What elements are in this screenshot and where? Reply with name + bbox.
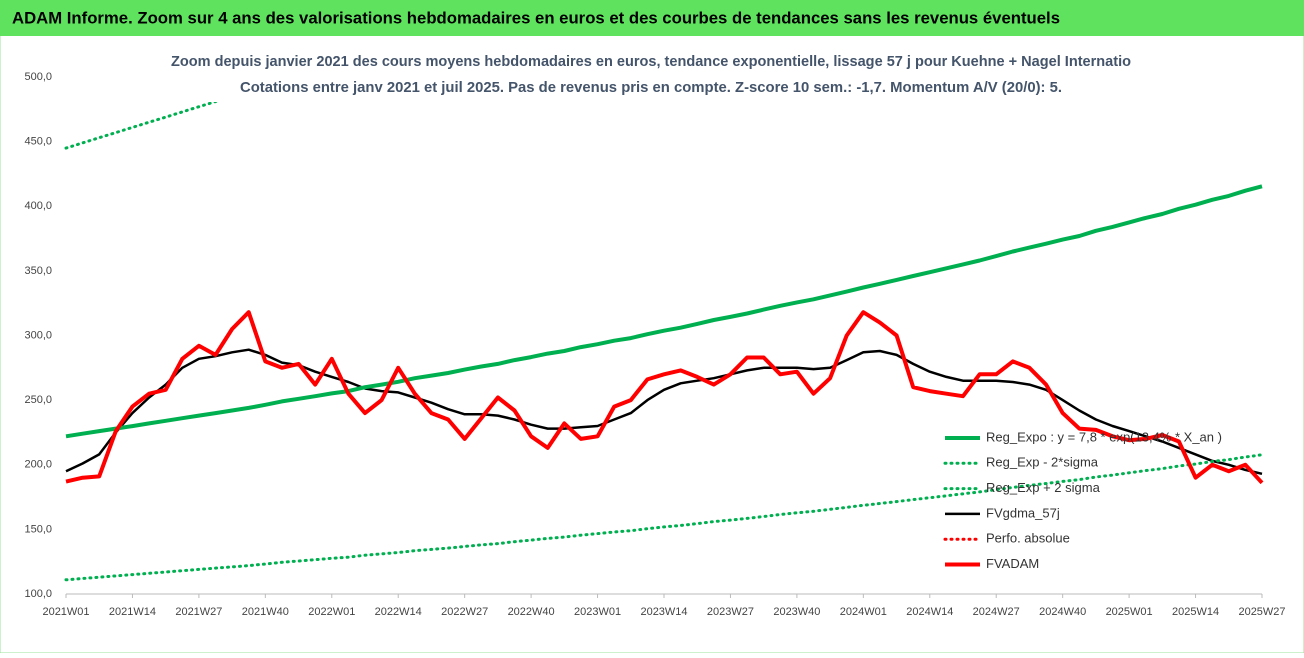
chart-title: Zoom depuis janvier 2021 des cours moyen… [171, 53, 1131, 70]
y-tick-label: 350,0 [24, 265, 52, 277]
header-bar [0, 0, 1304, 36]
series-line [65, 310, 1264, 485]
x-tick-label: 2025W27 [1238, 606, 1285, 618]
y-tick-label: 450,0 [24, 136, 52, 148]
x-tick-label: 2023W14 [640, 606, 687, 618]
plot-area [64, 77, 1264, 582]
legend-label: FVADAM [986, 556, 1039, 571]
x-tick-label: 2022W27 [441, 606, 488, 618]
legend-label: Perfo. absolue [986, 531, 1070, 546]
x-tick-label: 2024W40 [1039, 606, 1086, 618]
series-line [65, 348, 1263, 476]
x-tick-label: 2021W14 [109, 606, 156, 618]
x-tick-label: 2024W01 [840, 606, 887, 618]
y-tick-label: 100,0 [24, 588, 52, 600]
x-tick-label: 2024W14 [906, 606, 953, 618]
y-tick-label: 300,0 [24, 329, 52, 341]
x-tick-label: 2021W40 [242, 606, 289, 618]
legend-label: Reg_Exp + 2 sigma [986, 480, 1101, 495]
legend-label: Reg_Expo : y = 7,8 * exp(13,4% * X_an ) [986, 429, 1222, 444]
x-tick-label: 2023W27 [707, 606, 754, 618]
chart-subtitle: Cotations entre janv 2021 et juil 2025. … [240, 79, 1062, 96]
x-tick-label: 2022W14 [375, 606, 422, 618]
y-tick-label: 200,0 [24, 459, 52, 471]
y-tick-label: 250,0 [24, 394, 52, 406]
title-box [160, 48, 1140, 102]
x-tick-label: 2022W01 [308, 606, 355, 618]
y-tick-label: 400,0 [24, 200, 52, 212]
series-line [65, 184, 1263, 439]
x-tick-label: 2021W27 [175, 606, 222, 618]
header: ADAM Informe. Zoom sur 4 ans des valoris… [12, 8, 1060, 27]
y-tick-label: 500,0 [24, 71, 52, 83]
y-tick-label: 150,0 [24, 523, 52, 535]
legend-label: Reg_Exp - 2*sigma [986, 455, 1099, 470]
x-tick-label: 2024W27 [973, 606, 1020, 618]
x-tick-label: 2025W01 [1106, 606, 1153, 618]
legend-label: FVgdma_57j [986, 505, 1060, 520]
x-tick-label: 2022W40 [508, 606, 555, 618]
x-tick-label: 2023W40 [773, 606, 820, 618]
x-tick-label: 2023W01 [574, 606, 621, 618]
x-tick-label: 2025W14 [1172, 606, 1219, 618]
x-tick-label: 2021W01 [42, 606, 89, 618]
series-line [64, 453, 1264, 582]
